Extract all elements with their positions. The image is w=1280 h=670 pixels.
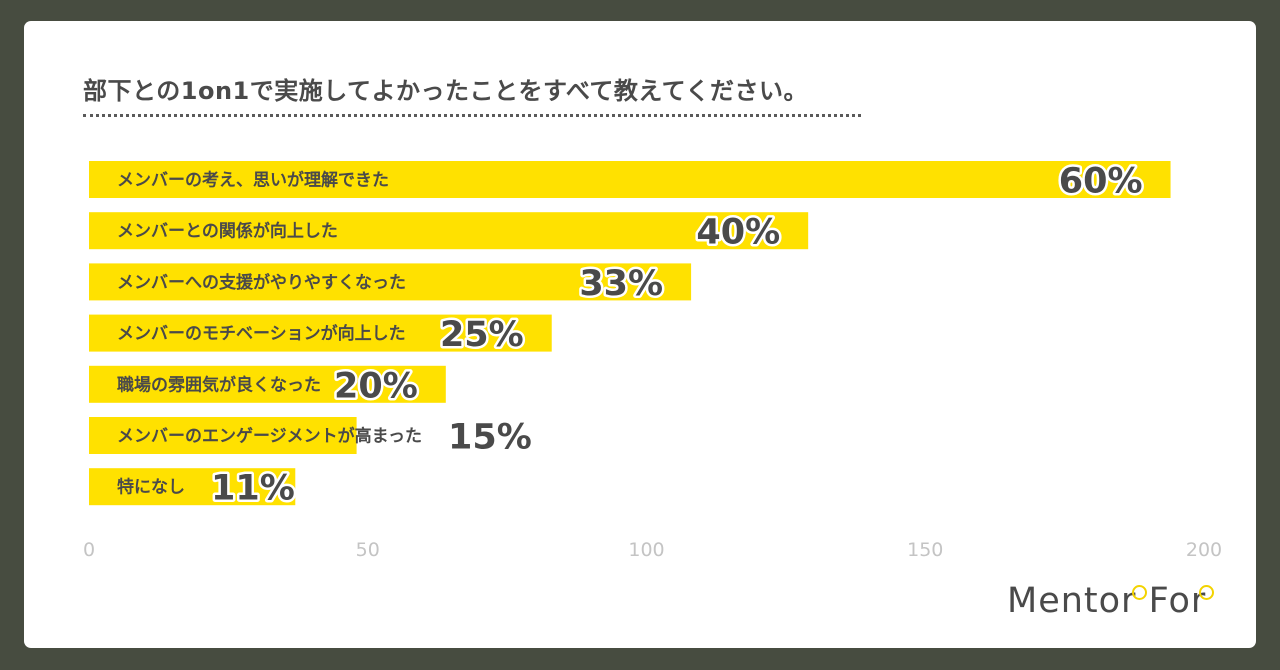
bar-category-label: メンバーのエンゲージメントが高まった <box>117 426 422 447</box>
bar-category-label: メンバーへの支援がやりやすくなった <box>117 272 406 293</box>
bar <box>89 212 809 250</box>
bar-category-label: 職場の雰囲気が良くなった <box>117 374 321 395</box>
bar-value-label: 60% <box>1059 162 1143 202</box>
bar-value-label: 25% <box>440 315 524 355</box>
bar <box>89 263 692 301</box>
x-tick-label: 50 <box>356 539 380 561</box>
bar-value-label: 15% <box>448 418 532 458</box>
logo-dot-icon <box>1199 585 1214 600</box>
x-tick-label: 100 <box>628 539 664 561</box>
bar-category-label: メンバーの考え、思いが理解できた <box>117 170 389 191</box>
bar <box>89 365 446 403</box>
bar <box>89 417 357 454</box>
bar-value-label: 20% <box>334 366 418 406</box>
title-divider <box>83 114 861 117</box>
x-tick-label: 0 <box>83 539 95 561</box>
logo-dot-icon <box>1132 585 1147 600</box>
x-tick-label: 150 <box>907 539 943 561</box>
bar-category-label: メンバーとの関係が向上した <box>117 221 338 242</box>
bar <box>89 468 296 506</box>
bar-chart: メンバーの考え、思いが理解できた 60% メンバーとの関係が向上した 40% メンバーへ… <box>83 159 1222 561</box>
bar <box>89 314 552 352</box>
mentor-for-logo: Mentor For <box>1007 581 1214 621</box>
x-tick-label: 200 <box>1186 539 1222 561</box>
bar-value-label: 33% <box>579 264 663 304</box>
chart-title: 部下との1on1で実施してよかったことをすべて教えてください。 <box>83 77 808 105</box>
bar <box>89 161 1171 198</box>
chart-card: 部下との1on1で実施してよかったことをすべて教えてください。 メンバーの考え、… <box>24 21 1256 648</box>
bar-value-label: 11% <box>211 469 295 509</box>
bar-category-label: 特になし <box>117 477 185 498</box>
bar-category-label: メンバーのモチベーションが向上した <box>117 323 406 344</box>
bar-value-label: 40% <box>696 213 780 253</box>
logo-text: Mentor For <box>1007 581 1207 621</box>
